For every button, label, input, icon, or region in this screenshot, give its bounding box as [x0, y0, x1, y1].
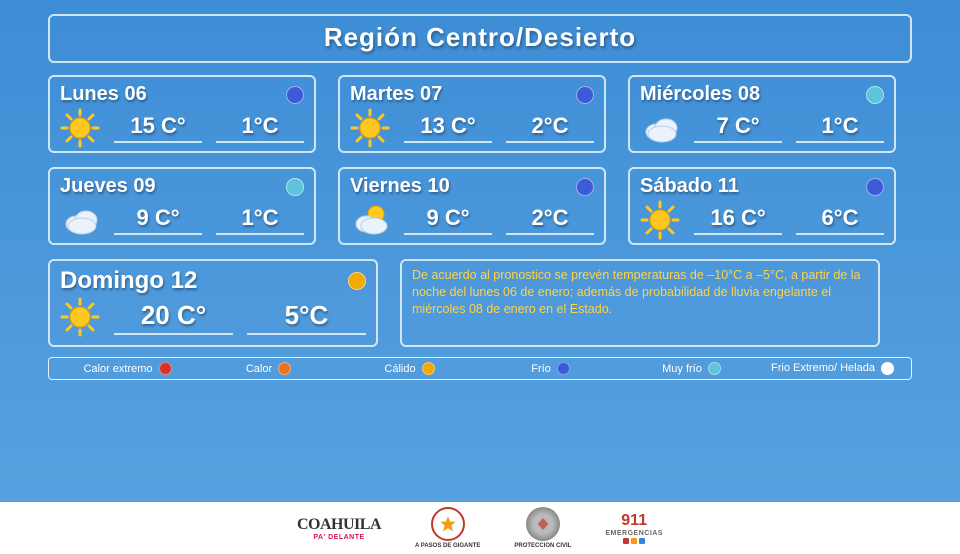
legend-dot [278, 362, 291, 375]
temp-low: 5°C [247, 300, 366, 335]
temp-dot [866, 178, 884, 196]
sun-icon [350, 108, 390, 148]
day-card: Lunes 06 15 C° 1°C [48, 75, 316, 153]
legend-item: Calor extremo [57, 362, 198, 375]
day-label: Viernes 10 [350, 175, 576, 198]
day-card: Viernes 10 9 C° 2°C [338, 167, 606, 245]
temp-dot [286, 178, 304, 196]
logo-proteccion-civil: PROTECCION CIVIL [514, 507, 571, 549]
footer-bar: COAHUILA PA' DELANTE A PASOS DE GIGANTE … [0, 502, 960, 554]
temp-low: 2°C [506, 205, 594, 235]
legend-dot [159, 362, 172, 375]
temp-dot [576, 86, 594, 104]
temp-dot [866, 86, 884, 104]
day-card: Miércoles 08 7 C° 1°C [628, 75, 896, 153]
day-label: Martes 07 [350, 83, 576, 106]
star-icon [439, 515, 457, 533]
forecast-grid: Lunes 06 15 C° 1°C Martes 07 13 C° 2°C Mié… [48, 75, 912, 347]
temp-high: 13 C° [404, 113, 492, 143]
legend-item: Muy frío [621, 362, 762, 375]
day-label: Jueves 09 [60, 175, 286, 198]
temp-high: 15 C° [114, 113, 202, 143]
legend-dot [422, 362, 435, 375]
temp-dot [286, 86, 304, 104]
logo-pasos: A PASOS DE GIGANTE [415, 507, 480, 549]
day-label: Sábado 11 [640, 175, 866, 198]
legend-dot [708, 362, 721, 375]
legend-bar: Calor extremo Calor Cálido Frío Muy frío… [48, 357, 912, 380]
temp-low: 6°C [796, 205, 884, 235]
cloud-icon [60, 200, 100, 240]
temp-high: 9 C° [404, 205, 492, 235]
partly-cloudy-icon [350, 200, 390, 240]
day-card-wide: Domingo 12 20 C° 5°C [48, 259, 378, 347]
legend-item: Frío [480, 362, 621, 375]
temp-low: 1°C [796, 113, 884, 143]
day-card: Martes 07 13 C° 2°C [338, 75, 606, 153]
legend-item: Cálido [339, 362, 480, 375]
temp-high: 9 C° [114, 205, 202, 235]
temp-low: 1°C [216, 113, 304, 143]
day-card: Jueves 09 9 C° 1°C [48, 167, 316, 245]
logo-911: 911 EMERGENCIAS [605, 512, 663, 544]
day-card: Sábado 11 16 C° 6°C [628, 167, 896, 245]
forecast-note: De acuerdo al pronostico se prevén tempe… [400, 259, 880, 347]
temp-dot [348, 272, 366, 290]
temp-dot [576, 178, 594, 196]
temp-high: 7 C° [694, 113, 782, 143]
sun-icon [60, 108, 100, 148]
cloud-icon [640, 108, 680, 148]
sun-icon [640, 200, 680, 240]
region-title: Región Centro/Desierto [50, 22, 910, 53]
temp-low: 1°C [216, 205, 304, 235]
logo-coahuila: COAHUILA PA' DELANTE [297, 516, 381, 541]
day-label: Miércoles 08 [640, 83, 866, 106]
legend-item: Frio Extremo/ Helada [762, 362, 903, 375]
legend-item: Calor [198, 362, 339, 375]
legend-dot [557, 362, 570, 375]
title-bar: Región Centro/Desierto [48, 14, 912, 63]
temp-high: 20 C° [114, 300, 233, 335]
legend-dot [881, 362, 894, 375]
day-label: Lunes 06 [60, 83, 286, 106]
temp-high: 16 C° [694, 205, 782, 235]
temp-low: 2°C [506, 113, 594, 143]
day-label: Domingo 12 [60, 267, 348, 295]
sun-icon [60, 297, 100, 337]
shield-icon [535, 516, 551, 532]
